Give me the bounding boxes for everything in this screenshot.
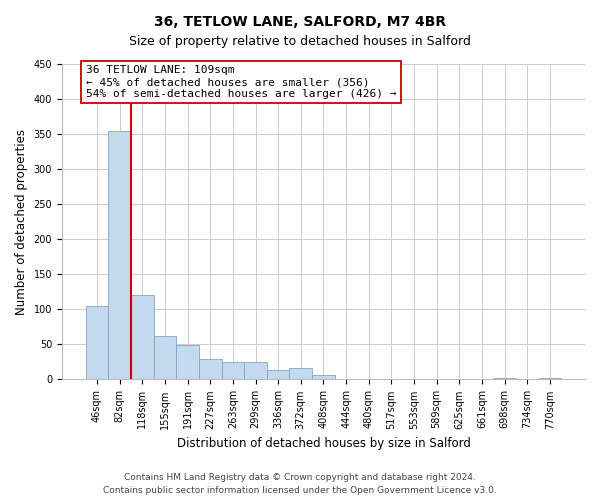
Bar <box>109 130 131 380</box>
X-axis label: Distribution of detached houses by size in Salford: Distribution of detached houses by size … <box>176 437 470 450</box>
Bar <box>86 306 109 380</box>
Bar <box>199 359 221 380</box>
Bar <box>244 362 267 380</box>
Text: 36, TETLOW LANE, SALFORD, M7 4BR: 36, TETLOW LANE, SALFORD, M7 4BR <box>154 15 446 29</box>
Bar <box>154 336 176 380</box>
Bar <box>176 345 199 380</box>
Text: Contains HM Land Registry data © Crown copyright and database right 2024.
Contai: Contains HM Land Registry data © Crown c… <box>103 473 497 495</box>
Bar <box>493 378 516 380</box>
Bar <box>131 296 154 380</box>
Bar <box>221 362 244 380</box>
Text: Size of property relative to detached houses in Salford: Size of property relative to detached ho… <box>129 35 471 48</box>
Bar <box>312 374 335 380</box>
Bar <box>539 378 561 380</box>
Text: 36 TETLOW LANE: 109sqm
← 45% of detached houses are smaller (356)
54% of semi-de: 36 TETLOW LANE: 109sqm ← 45% of detached… <box>86 66 396 98</box>
Y-axis label: Number of detached properties: Number of detached properties <box>15 128 28 314</box>
Bar <box>289 368 312 380</box>
Bar <box>267 370 289 380</box>
